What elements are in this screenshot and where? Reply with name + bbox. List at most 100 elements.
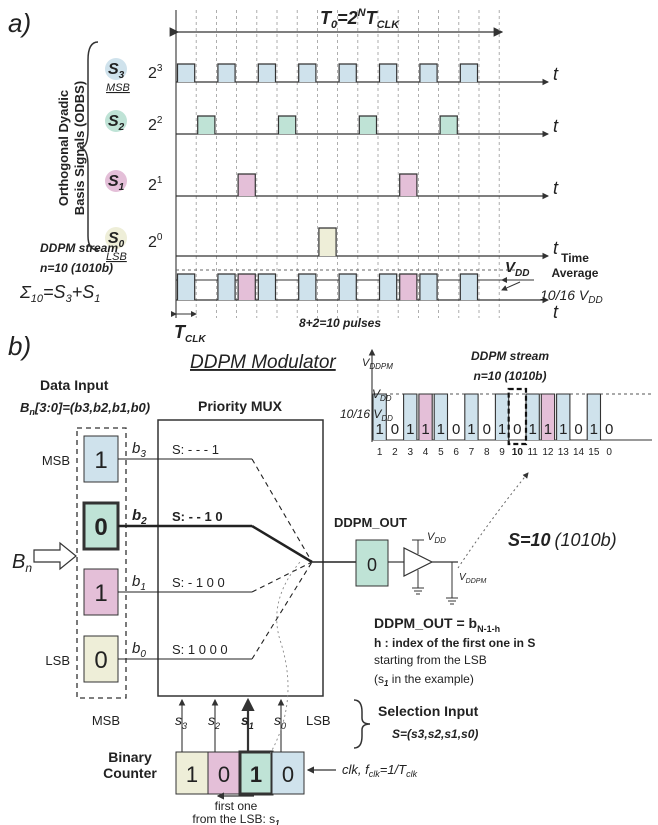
plot-pulse [526, 394, 540, 440]
plot-bit: 1 [544, 421, 552, 438]
plot-index: 4 [423, 447, 429, 458]
plot-index: 9 [499, 447, 505, 458]
bit-name: b0 [132, 640, 146, 660]
stream-pulse [258, 274, 276, 300]
pulse [399, 174, 417, 196]
stream-pulse [177, 274, 195, 300]
plot-pulse [434, 394, 448, 440]
pulse [359, 116, 377, 134]
signal-badge [105, 110, 127, 132]
stream-pulse [238, 274, 256, 300]
data-bit-box [82, 501, 120, 551]
plot-bit: 0 [574, 421, 582, 438]
plot-pulse [403, 394, 417, 440]
plot-index: 1 [377, 447, 383, 458]
plot-pulse [541, 394, 555, 440]
time-average-line1: Time [561, 251, 589, 265]
signal-label: S1 [108, 173, 125, 193]
mux-path [251, 561, 313, 660]
plot-index: 10 [512, 447, 524, 458]
data-bit-box [83, 568, 119, 616]
pulse [278, 116, 296, 134]
plot-index: 14 [573, 447, 585, 458]
modulator-title: DDPM Modulator [190, 352, 336, 373]
pulse [440, 116, 458, 134]
plot-index: 3 [407, 447, 413, 458]
stream-pulse [217, 274, 236, 300]
counter-bit-value: 1 [250, 762, 262, 787]
counter-bit-box [207, 751, 241, 795]
vddpm-gnd-symbol [446, 597, 458, 605]
vdd-label: VDD [505, 259, 529, 279]
plot-highlight-box [507, 387, 528, 446]
plot-index: 7 [469, 447, 475, 458]
plot-index: 5 [438, 447, 444, 458]
select-feedback-curve [269, 561, 301, 755]
select-msb-label: MSB [92, 713, 120, 728]
buffer-vddpm-label: VDDPM [459, 572, 486, 585]
mux-path [251, 524, 313, 564]
plot-bit: 1 [421, 421, 429, 438]
mux-path [251, 458, 313, 563]
pulses-note: 8+2=10 pulses [299, 316, 381, 330]
signal-weight: 22 [148, 115, 163, 134]
odbs-brace [79, 41, 99, 251]
part-a-label: a) [8, 8, 31, 38]
tclk-label: TCLK [174, 322, 206, 345]
plot-index: 11 [527, 447, 538, 458]
sum-label: Σ10=S3+S1 [19, 282, 100, 305]
stream-axis-label: t [553, 302, 559, 322]
plot-pulse [587, 394, 601, 440]
data-bit-tag: MSB [42, 453, 70, 468]
buffer-vdd-label: VDD [427, 531, 446, 545]
stream-pulse [379, 274, 397, 300]
counter-bit-value: 1 [186, 762, 198, 787]
signal-badge [105, 58, 127, 80]
plot-bit: 1 [406, 421, 414, 438]
s-value-label: S=10 (1010b) [508, 530, 617, 550]
signal-label: S0 [108, 230, 125, 250]
first-one-line2: from the LSB: s1 [192, 812, 280, 825]
data-bit-tag: LSB [45, 653, 70, 668]
plot-bit: 1 [590, 421, 598, 438]
plot-index: 0 [606, 447, 612, 458]
mux-title: Priority MUX [198, 398, 283, 414]
plot-pulse [495, 394, 509, 440]
stream-pulse [399, 274, 417, 300]
odbs-title-line1: Orthogonal Dyadic [56, 90, 71, 206]
data-bits: 1 MSB b3 S: - - - 1 0 b2 S: - - 1 0 1 b1 S: - 1 0… [42, 435, 313, 683]
pulse [339, 64, 357, 82]
data-bit-value: 0 [94, 514, 107, 541]
plot-bit: 1 [375, 421, 383, 438]
data-input-frame [76, 427, 127, 699]
bn-input-arrow [33, 541, 77, 571]
odbs-title-line2: Basis Signals (ODBS) [72, 81, 87, 215]
pulse [379, 64, 397, 82]
data-bit-value: 1 [94, 580, 107, 607]
plot-index: 2 [392, 447, 398, 458]
selection-inputs: s3 s2 s1 s0 [175, 697, 286, 752]
select-label: s0 [274, 712, 286, 731]
pulse-trace [176, 115, 548, 135]
select-label: s1 [241, 712, 254, 731]
stream-pulse [298, 274, 316, 300]
axis-t-label: t [553, 238, 559, 258]
plot-bit: 1 [528, 421, 536, 438]
stream-trace [176, 273, 548, 301]
plot-index: 15 [588, 447, 600, 458]
bn-label: Bn [12, 551, 32, 575]
data-bit-value: 0 [94, 647, 107, 674]
first-one-line1: first one [215, 799, 258, 813]
pulse [318, 228, 337, 256]
stream-plot-subtitle: n=10 (1010b) [473, 369, 546, 383]
selector-code: S: - - - 1 [172, 442, 219, 457]
counter-bit-box [271, 751, 305, 795]
data-input-title: Data Input [40, 377, 109, 393]
plot-bit: 0 [483, 421, 491, 438]
select-label: s3 [175, 712, 187, 731]
signal-badge [105, 227, 127, 249]
plot-pulse [556, 394, 570, 440]
selector-code: S: - - 1 0 [172, 509, 223, 524]
